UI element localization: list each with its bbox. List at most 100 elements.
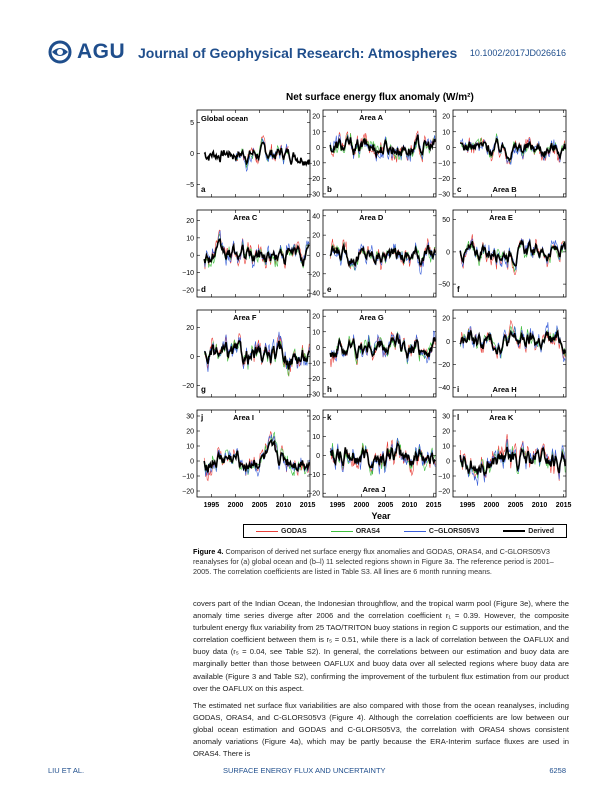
panel-c: 20 10 0 −10 −20 −30 c Area B [438, 109, 567, 198]
paragraph-1: covers part of the Indian Ocean, the Ind… [193, 599, 569, 693]
y-tick-label: −40 [308, 291, 320, 298]
x-axis-label: Year [371, 511, 391, 521]
panel-f: 50 0 −50 f Area E [438, 209, 567, 298]
y-tick-label: 0 [446, 339, 450, 346]
x-tick-label: 2010 [276, 502, 292, 509]
y-tick-label: −20 [438, 489, 450, 496]
panel-area-label: Area H [493, 385, 517, 394]
legend-line-derived [503, 530, 526, 532]
y-tick-label: 0 [316, 145, 320, 152]
y-tick-label: 20 [312, 233, 320, 240]
y-tick-label: −20 [308, 271, 320, 278]
doi: 10.1002/2017JD026616 [469, 48, 566, 58]
x-tick-label: 1995 [330, 502, 346, 509]
panel-letter: b [327, 185, 332, 194]
legend-line-oras4 [330, 530, 353, 532]
y-tick-label: 0 [316, 252, 320, 259]
x-tick-label: 2010 [402, 502, 418, 509]
panel-letter: i [457, 385, 459, 394]
panel-area-label: Area G [359, 313, 384, 322]
y-tick-label: −30 [308, 191, 320, 198]
legend-line-godas [256, 530, 279, 532]
y-tick-label: −30 [438, 191, 450, 198]
panel-area-label: Area I [233, 413, 254, 422]
y-tick-label: 10 [186, 235, 194, 242]
y-tick-label: −10 [438, 160, 450, 167]
agu-globe-icon [48, 40, 72, 64]
panel-letter: c [457, 185, 462, 194]
y-tick-label: −20 [308, 176, 320, 183]
y-tick-label: 20 [186, 218, 194, 225]
legend-item-cglors: C−GLORS05V3 [403, 527, 480, 535]
x-tick-label: 1995 [204, 502, 220, 509]
panel-letter: a [201, 185, 206, 194]
y-tick-label: −10 [182, 270, 194, 277]
y-tick-label: 20 [442, 114, 450, 121]
legend-label-cglors: C−GLORS05V3 [428, 527, 480, 535]
y-tick-label: −10 [308, 160, 320, 167]
panel-letter: j [200, 413, 203, 422]
series-line-derived [459, 239, 566, 267]
x-tick-label: 2005 [252, 502, 268, 509]
panel-area-label: Area C [233, 213, 258, 222]
series-line-derived [329, 242, 436, 269]
y-tick-label: 5 [190, 120, 194, 127]
panel-g: 20 0 −20 g Area F [182, 309, 311, 398]
footer-running-title: SURFACE ENERGY FLUX AND UNCERTAINTY [223, 766, 386, 775]
panel-letter: d [201, 285, 206, 294]
y-tick-label: −20 [438, 362, 450, 369]
y-tick-label: 10 [312, 329, 320, 336]
y-tick-label: 10 [442, 444, 450, 451]
y-tick-label: 20 [312, 114, 320, 121]
x-tick-label: 2000 [228, 502, 244, 509]
x-tick-label: 2005 [508, 502, 524, 509]
panel-frame [196, 409, 311, 498]
y-tick-label: 0 [446, 459, 450, 466]
y-tick-label: −20 [182, 489, 194, 496]
x-tick-label: 2015 [556, 502, 572, 509]
y-tick-label: 10 [442, 129, 450, 136]
footer-authors: LIU ET AL. [48, 766, 85, 775]
panel-h: 20 10 0 −10 −20 −30 h Area G [308, 309, 437, 398]
y-tick-label: −10 [308, 472, 320, 479]
y-tick-label: −30 [308, 391, 320, 398]
panel-letter: l [457, 413, 459, 422]
y-tick-label: −20 [308, 491, 320, 498]
legend-label-godas: GODAS [281, 527, 307, 535]
y-tick-label: 0 [190, 354, 194, 361]
series-line-oras4 [459, 325, 566, 359]
panel-e: 40 20 0 −20 −40 e Area D [308, 209, 437, 298]
series-line-derived [329, 134, 436, 160]
panel-i: 20 0 −20 −40 i Area H [438, 309, 567, 398]
panel-area-label: Global ocean [201, 114, 249, 123]
agu-logo: AGU [48, 40, 125, 64]
y-tick-label: 0 [446, 249, 450, 256]
panel-letter: e [327, 285, 332, 294]
y-tick-label: −10 [182, 474, 194, 481]
series-line-derived [459, 137, 566, 162]
x-tick-label: 2005 [378, 502, 394, 509]
y-tick-label: −20 [308, 376, 320, 383]
series-line-derived [329, 442, 436, 469]
panel-area-label: Area A [359, 113, 383, 122]
y-tick-label: 50 [442, 217, 450, 224]
panel-a: 5 0 −5 a Global ocean [186, 109, 311, 198]
series-line-derived [459, 329, 566, 355]
panel-letter: g [201, 385, 206, 394]
series-line-derived [203, 238, 310, 267]
series-line-derived [329, 333, 436, 360]
y-tick-label: 30 [442, 414, 450, 421]
panel-area-label: Area J [363, 485, 386, 494]
x-tick-label: 1995 [460, 502, 476, 509]
y-tick-label: 20 [312, 415, 320, 422]
y-tick-label: 20 [442, 316, 450, 323]
y-tick-label: −20 [182, 383, 194, 390]
series-line-c-glors05v3 [329, 438, 436, 475]
panel-area-label: Area K [489, 413, 514, 422]
series-line-derived [204, 340, 310, 370]
panel-letter: f [457, 285, 460, 294]
panel-b: 20 10 0 −10 −20 −30 b Area A [308, 109, 437, 198]
y-tick-label: 10 [312, 129, 320, 136]
legend-line-cglors [403, 530, 426, 532]
